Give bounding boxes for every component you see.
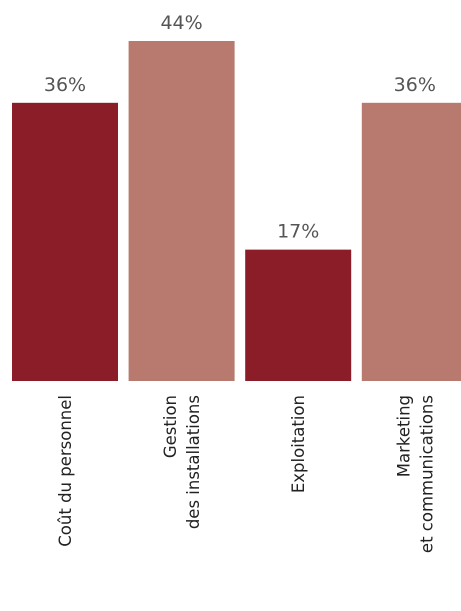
- x-tick-label: des installations: [184, 395, 203, 529]
- value-label: 36%: [394, 74, 436, 96]
- x-tick-label: Coût du personnel: [56, 395, 75, 547]
- x-tick-label: et communications: [417, 395, 436, 553]
- x-tick-label: Exploitation: [289, 395, 308, 493]
- bar: [245, 249, 352, 381]
- value-label: 44%: [160, 12, 202, 34]
- bar: [128, 41, 235, 381]
- value-label: 36%: [44, 74, 86, 96]
- bar: [361, 102, 461, 382]
- value-label: 17%: [277, 221, 319, 243]
- x-tick-label: Marketing: [394, 395, 413, 477]
- x-tick-label: Gestion: [161, 395, 180, 458]
- bar: [12, 102, 118, 382]
